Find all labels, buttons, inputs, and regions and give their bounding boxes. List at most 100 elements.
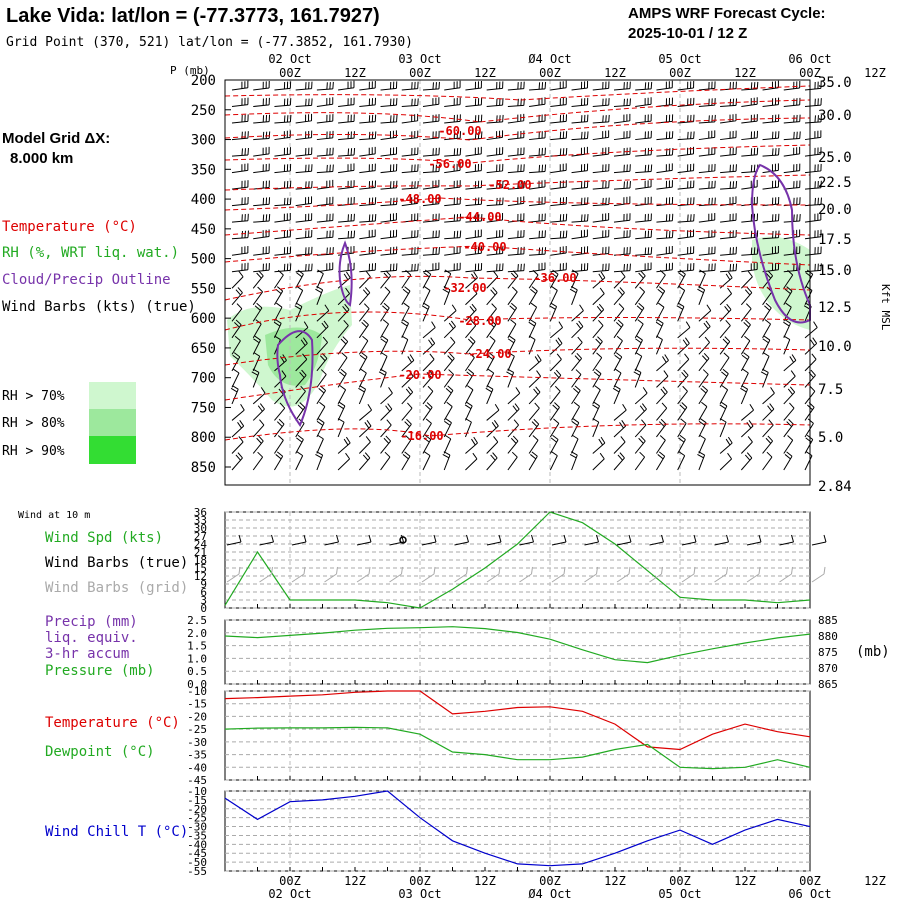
wind-barb xyxy=(359,214,375,222)
wind-barb xyxy=(338,214,354,222)
wind-barb xyxy=(635,82,651,90)
height-tick-label: 5.0 xyxy=(818,430,843,446)
wind-barb xyxy=(232,404,244,420)
wind-barb xyxy=(593,230,609,239)
wind-barb xyxy=(593,304,604,321)
y-tick-label: -55 xyxy=(187,865,207,878)
wind-barb xyxy=(253,164,269,173)
wind-barb xyxy=(444,337,455,354)
wind-barb xyxy=(444,180,460,189)
wind-barb xyxy=(487,147,503,156)
wind-barb xyxy=(359,180,375,189)
wind-barb xyxy=(317,197,333,206)
wind-barb xyxy=(741,453,751,470)
wind-barb xyxy=(656,180,672,189)
page-title: Lake Vida: lat/lon = (-77.3773, 161.7927… xyxy=(6,5,380,27)
temperature-dewpoint-panel-frame xyxy=(225,691,810,780)
wind-barb xyxy=(402,213,418,222)
wind-barb xyxy=(423,97,439,106)
wind-barb xyxy=(635,180,651,189)
wind-barb xyxy=(614,453,624,470)
height-tick-label: 17.5 xyxy=(818,232,852,248)
wind-barb xyxy=(614,213,630,222)
wind-barb xyxy=(381,387,393,404)
wind-barb xyxy=(699,419,706,437)
top-hour-label: 12Z xyxy=(864,66,886,80)
wind-barb xyxy=(720,114,736,123)
wind-barb xyxy=(317,114,333,123)
wind-barb xyxy=(656,319,663,337)
wind-barb xyxy=(465,453,477,470)
wind-barb xyxy=(741,197,757,206)
legend-rh: RH (%, WRT liq. wat.) xyxy=(2,245,179,261)
wind-barb xyxy=(444,263,460,272)
temperature-label: Temperature (°C) xyxy=(45,715,180,731)
height-tick-label: 25.0 xyxy=(818,150,852,166)
wind-barb xyxy=(635,247,651,255)
wind-barb xyxy=(635,353,642,371)
wind-barb xyxy=(572,435,579,453)
wind-barb xyxy=(359,287,369,304)
wind-barb xyxy=(656,452,664,470)
legend-wind: Wind Barbs (kts) (true) xyxy=(2,299,196,315)
bottom-date-label: 02 Oct xyxy=(268,887,311,900)
wind-barb xyxy=(402,98,418,106)
precip-pressure-panel-frame xyxy=(225,620,810,684)
wind-barb xyxy=(741,82,757,90)
temperature-contour-label: -56.00 xyxy=(428,157,471,171)
wind-barb xyxy=(358,386,365,404)
wind-barb xyxy=(699,370,708,388)
wind-barb xyxy=(678,370,688,387)
wind-barb xyxy=(550,452,557,470)
wind-barb xyxy=(635,387,647,404)
wind-barb xyxy=(805,338,817,355)
wind-barb xyxy=(296,164,312,172)
wind-barb xyxy=(550,370,560,387)
temperature-contour-label: -24.00 xyxy=(468,347,511,361)
wind-barb xyxy=(614,264,630,272)
surface-wind-barb xyxy=(812,535,826,545)
wind-barb xyxy=(317,97,333,106)
wind-barb xyxy=(381,147,397,156)
wind-barb xyxy=(614,247,630,255)
wind-barb xyxy=(593,453,605,470)
top-date-label: 02 Oct xyxy=(268,52,311,66)
wind-barb xyxy=(296,213,312,222)
wind-barb xyxy=(487,369,494,387)
wind-barb xyxy=(253,147,269,156)
grid-point-label: Grid Point (370, 521) lat/lon = (-77.385… xyxy=(6,35,413,50)
wind-barb xyxy=(763,404,774,421)
wind-barb xyxy=(359,229,375,238)
wind-barb xyxy=(699,263,715,271)
wind-barb xyxy=(508,420,519,437)
wind-barb xyxy=(741,180,757,189)
wind-barb xyxy=(232,214,248,222)
wind-barb xyxy=(763,353,770,371)
dewpoint-label: Dewpoint (°C) xyxy=(45,744,155,760)
wind-barb xyxy=(699,130,715,139)
wind-barb xyxy=(317,402,325,420)
wind-barb xyxy=(529,354,541,370)
wind-barb xyxy=(656,354,668,370)
wind-barb xyxy=(720,264,736,272)
wind-barb xyxy=(529,371,541,388)
wind-barb xyxy=(444,81,460,90)
pressure-tick-label: 350 xyxy=(191,162,216,178)
y-tick-label: -35 xyxy=(187,749,207,762)
pressure-tick-label: 250 xyxy=(191,103,216,119)
wind-barb xyxy=(508,404,519,421)
pressure-tick-label: 550 xyxy=(191,281,216,297)
wind-barb xyxy=(529,336,535,354)
wind-barb xyxy=(635,114,651,123)
wind-barb xyxy=(465,180,481,189)
wind-barb xyxy=(381,263,397,271)
wind-barb xyxy=(550,386,560,404)
legend-rh70: RH > 70% xyxy=(2,389,65,404)
wind-barb xyxy=(635,263,651,272)
wind-barb xyxy=(274,419,284,437)
wind-barb xyxy=(381,353,388,371)
temperature-contour-label: -44.00 xyxy=(458,210,501,224)
wind-barb xyxy=(656,403,666,420)
top-hour-label: 00Z xyxy=(409,66,431,80)
y-tick-label: 2.0 xyxy=(187,627,207,640)
